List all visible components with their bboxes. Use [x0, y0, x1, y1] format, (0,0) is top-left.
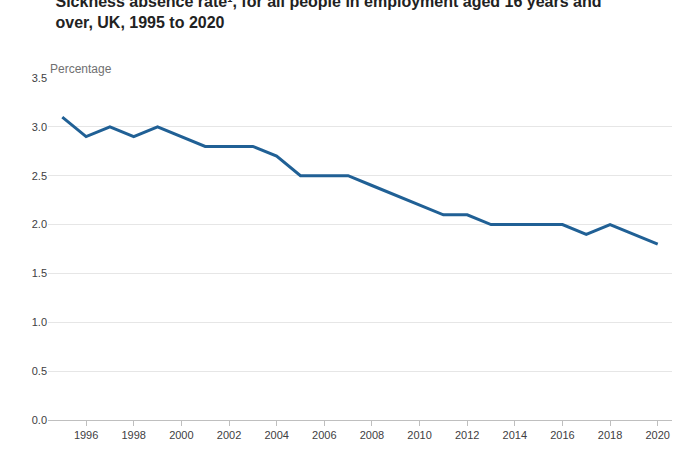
- svg-text:Percentage: Percentage: [50, 62, 112, 76]
- svg-text:2002: 2002: [217, 429, 241, 441]
- svg-text:2008: 2008: [360, 429, 384, 441]
- svg-text:2018: 2018: [598, 429, 622, 441]
- svg-text:0.5: 0.5: [32, 365, 47, 377]
- svg-text:3.0: 3.0: [32, 121, 47, 133]
- svg-text:2012: 2012: [455, 429, 479, 441]
- svg-text:1.5: 1.5: [32, 267, 47, 279]
- svg-text:2.5: 2.5: [32, 170, 47, 182]
- svg-text:1.0: 1.0: [32, 316, 47, 328]
- svg-text:3.5: 3.5: [32, 72, 47, 84]
- svg-text:2000: 2000: [169, 429, 193, 441]
- svg-text:1996: 1996: [74, 429, 98, 441]
- svg-text:0.0: 0.0: [32, 414, 47, 426]
- svg-text:2004: 2004: [264, 429, 288, 441]
- svg-text:2016: 2016: [550, 429, 574, 441]
- svg-text:2006: 2006: [312, 429, 336, 441]
- svg-text:1998: 1998: [121, 429, 145, 441]
- svg-text:2020: 2020: [645, 429, 669, 441]
- svg-text:2.0: 2.0: [32, 218, 47, 230]
- svg-text:2010: 2010: [407, 429, 431, 441]
- svg-text:Sickness absence rate¹, for al: Sickness absence rate¹, for all people i…: [55, 0, 601, 31]
- svg-text:2014: 2014: [503, 429, 527, 441]
